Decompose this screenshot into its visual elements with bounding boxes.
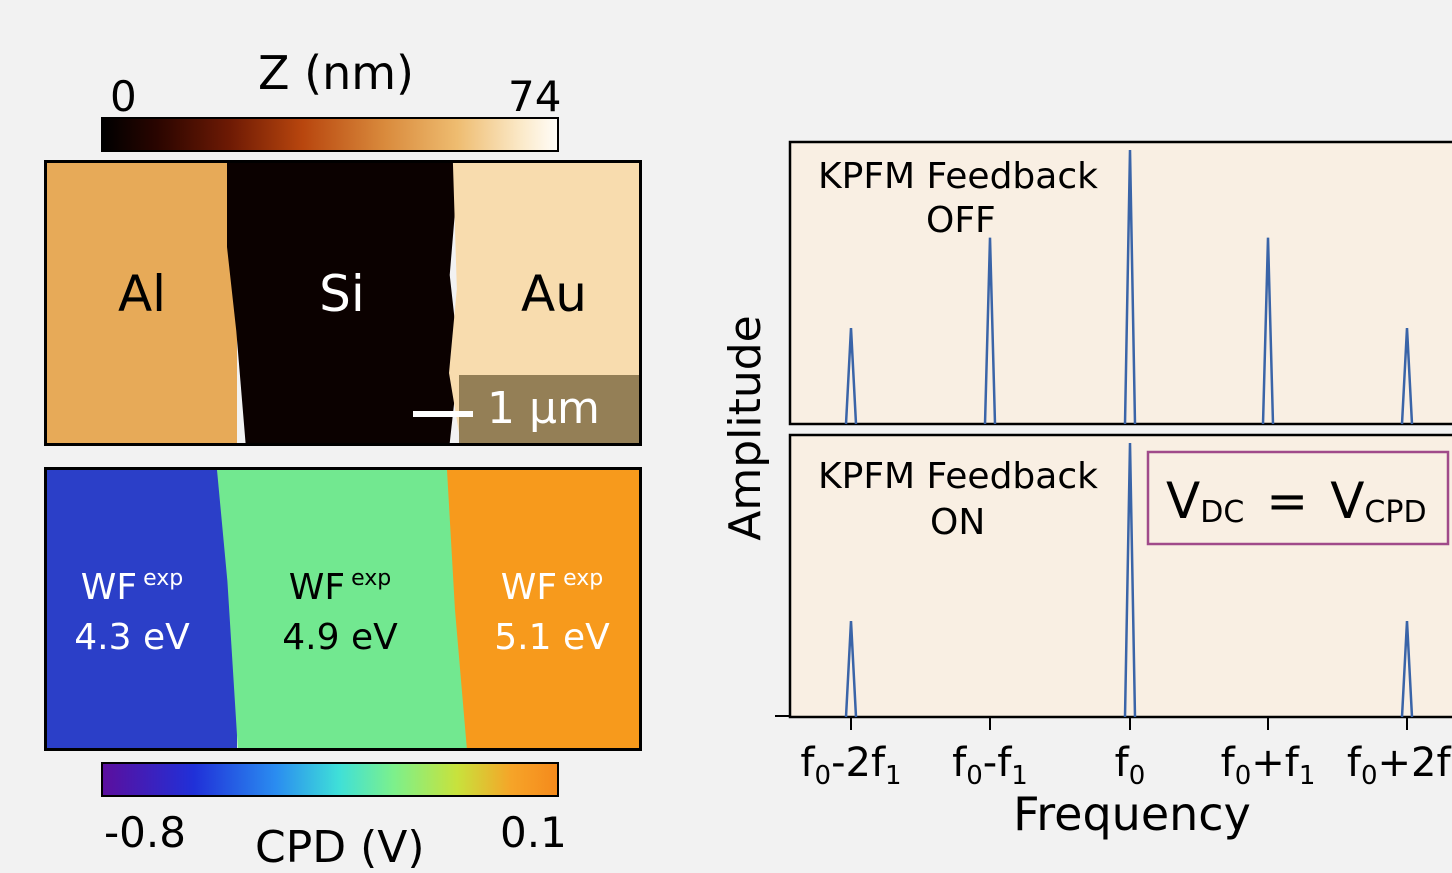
al-label: Al	[117, 265, 167, 323]
equation: VDC = VCPD	[1166, 472, 1427, 530]
topo-colorbar	[101, 117, 559, 152]
off-peak-2	[1123, 149, 1137, 425]
au-label: Au	[521, 265, 587, 323]
on-peak-0	[844, 621, 858, 718]
cpd-min-label: -0.8	[104, 808, 186, 857]
off-peak-4	[1400, 328, 1414, 425]
x-tick-label-2: f0	[1115, 740, 1146, 791]
off-panel	[788, 140, 1452, 426]
spectrum-diagram: f0-2f1 f0-f1 f0 f0+f1 f0+2f1 KPFM Feedback O…	[720, 140, 1452, 841]
scalebar-label: 1 µm	[487, 383, 600, 434]
wf-al-label: WF exp 4.3 eV	[74, 566, 190, 658]
x-axis-label: Frequency	[1013, 787, 1251, 841]
on-peak-2	[1123, 442, 1137, 718]
off-peak-3	[1261, 237, 1275, 425]
al-region	[47, 163, 237, 443]
y-axis-label: Amplitude	[720, 315, 771, 540]
off-label-line1: KPFM Feedback	[818, 156, 1098, 197]
cpd-al-region	[47, 470, 237, 748]
scalebar-line	[413, 411, 473, 417]
x-tick-label-3: f0+f1	[1221, 740, 1316, 791]
equation-box	[1146, 450, 1450, 546]
x-ticks: f0-2f1 f0-f1 f0 f0+f1 f0+2f1	[800, 717, 1452, 791]
cpd-max-label: 0.1	[500, 808, 567, 857]
cpd-colorbar-title: CPD (V)	[255, 822, 425, 873]
wf-si-label: WF exp 4.9 eV	[282, 566, 398, 658]
wf-au-label: WF exp 5.1 eV	[494, 566, 610, 658]
off-peak-1	[983, 237, 997, 425]
cpd-au-region	[447, 470, 639, 748]
topo-min-label: 0	[110, 72, 137, 121]
cpd-si-region	[217, 470, 477, 748]
si-region	[227, 163, 459, 443]
cpd-colorbar	[101, 762, 559, 797]
x-tick-label-0: f0-2f1	[800, 740, 901, 791]
cpd-image: WF exp 4.3 eV WF exp 4.9 eV WF exp 5.1 eV	[44, 467, 642, 751]
topo-max-label: 74	[508, 72, 562, 121]
on-label-line2: ON	[930, 502, 985, 543]
topo-colorbar-title: Z (nm)	[258, 46, 414, 100]
x-tick-label-4: f0+2f1	[1347, 740, 1452, 791]
off-peak-0	[844, 328, 858, 425]
si-label: Si	[319, 265, 365, 323]
on-peaks	[844, 442, 1414, 718]
on-label-line1: KPFM Feedback	[818, 456, 1098, 497]
on-peak-4	[1400, 621, 1414, 718]
scalebar-box	[459, 375, 639, 443]
off-label-line2: OFF	[926, 200, 996, 241]
x-tick-label-1: f0-f1	[952, 740, 1028, 791]
off-peaks	[844, 149, 1414, 425]
topography-image: Al Si Au 1 µm	[44, 160, 642, 446]
